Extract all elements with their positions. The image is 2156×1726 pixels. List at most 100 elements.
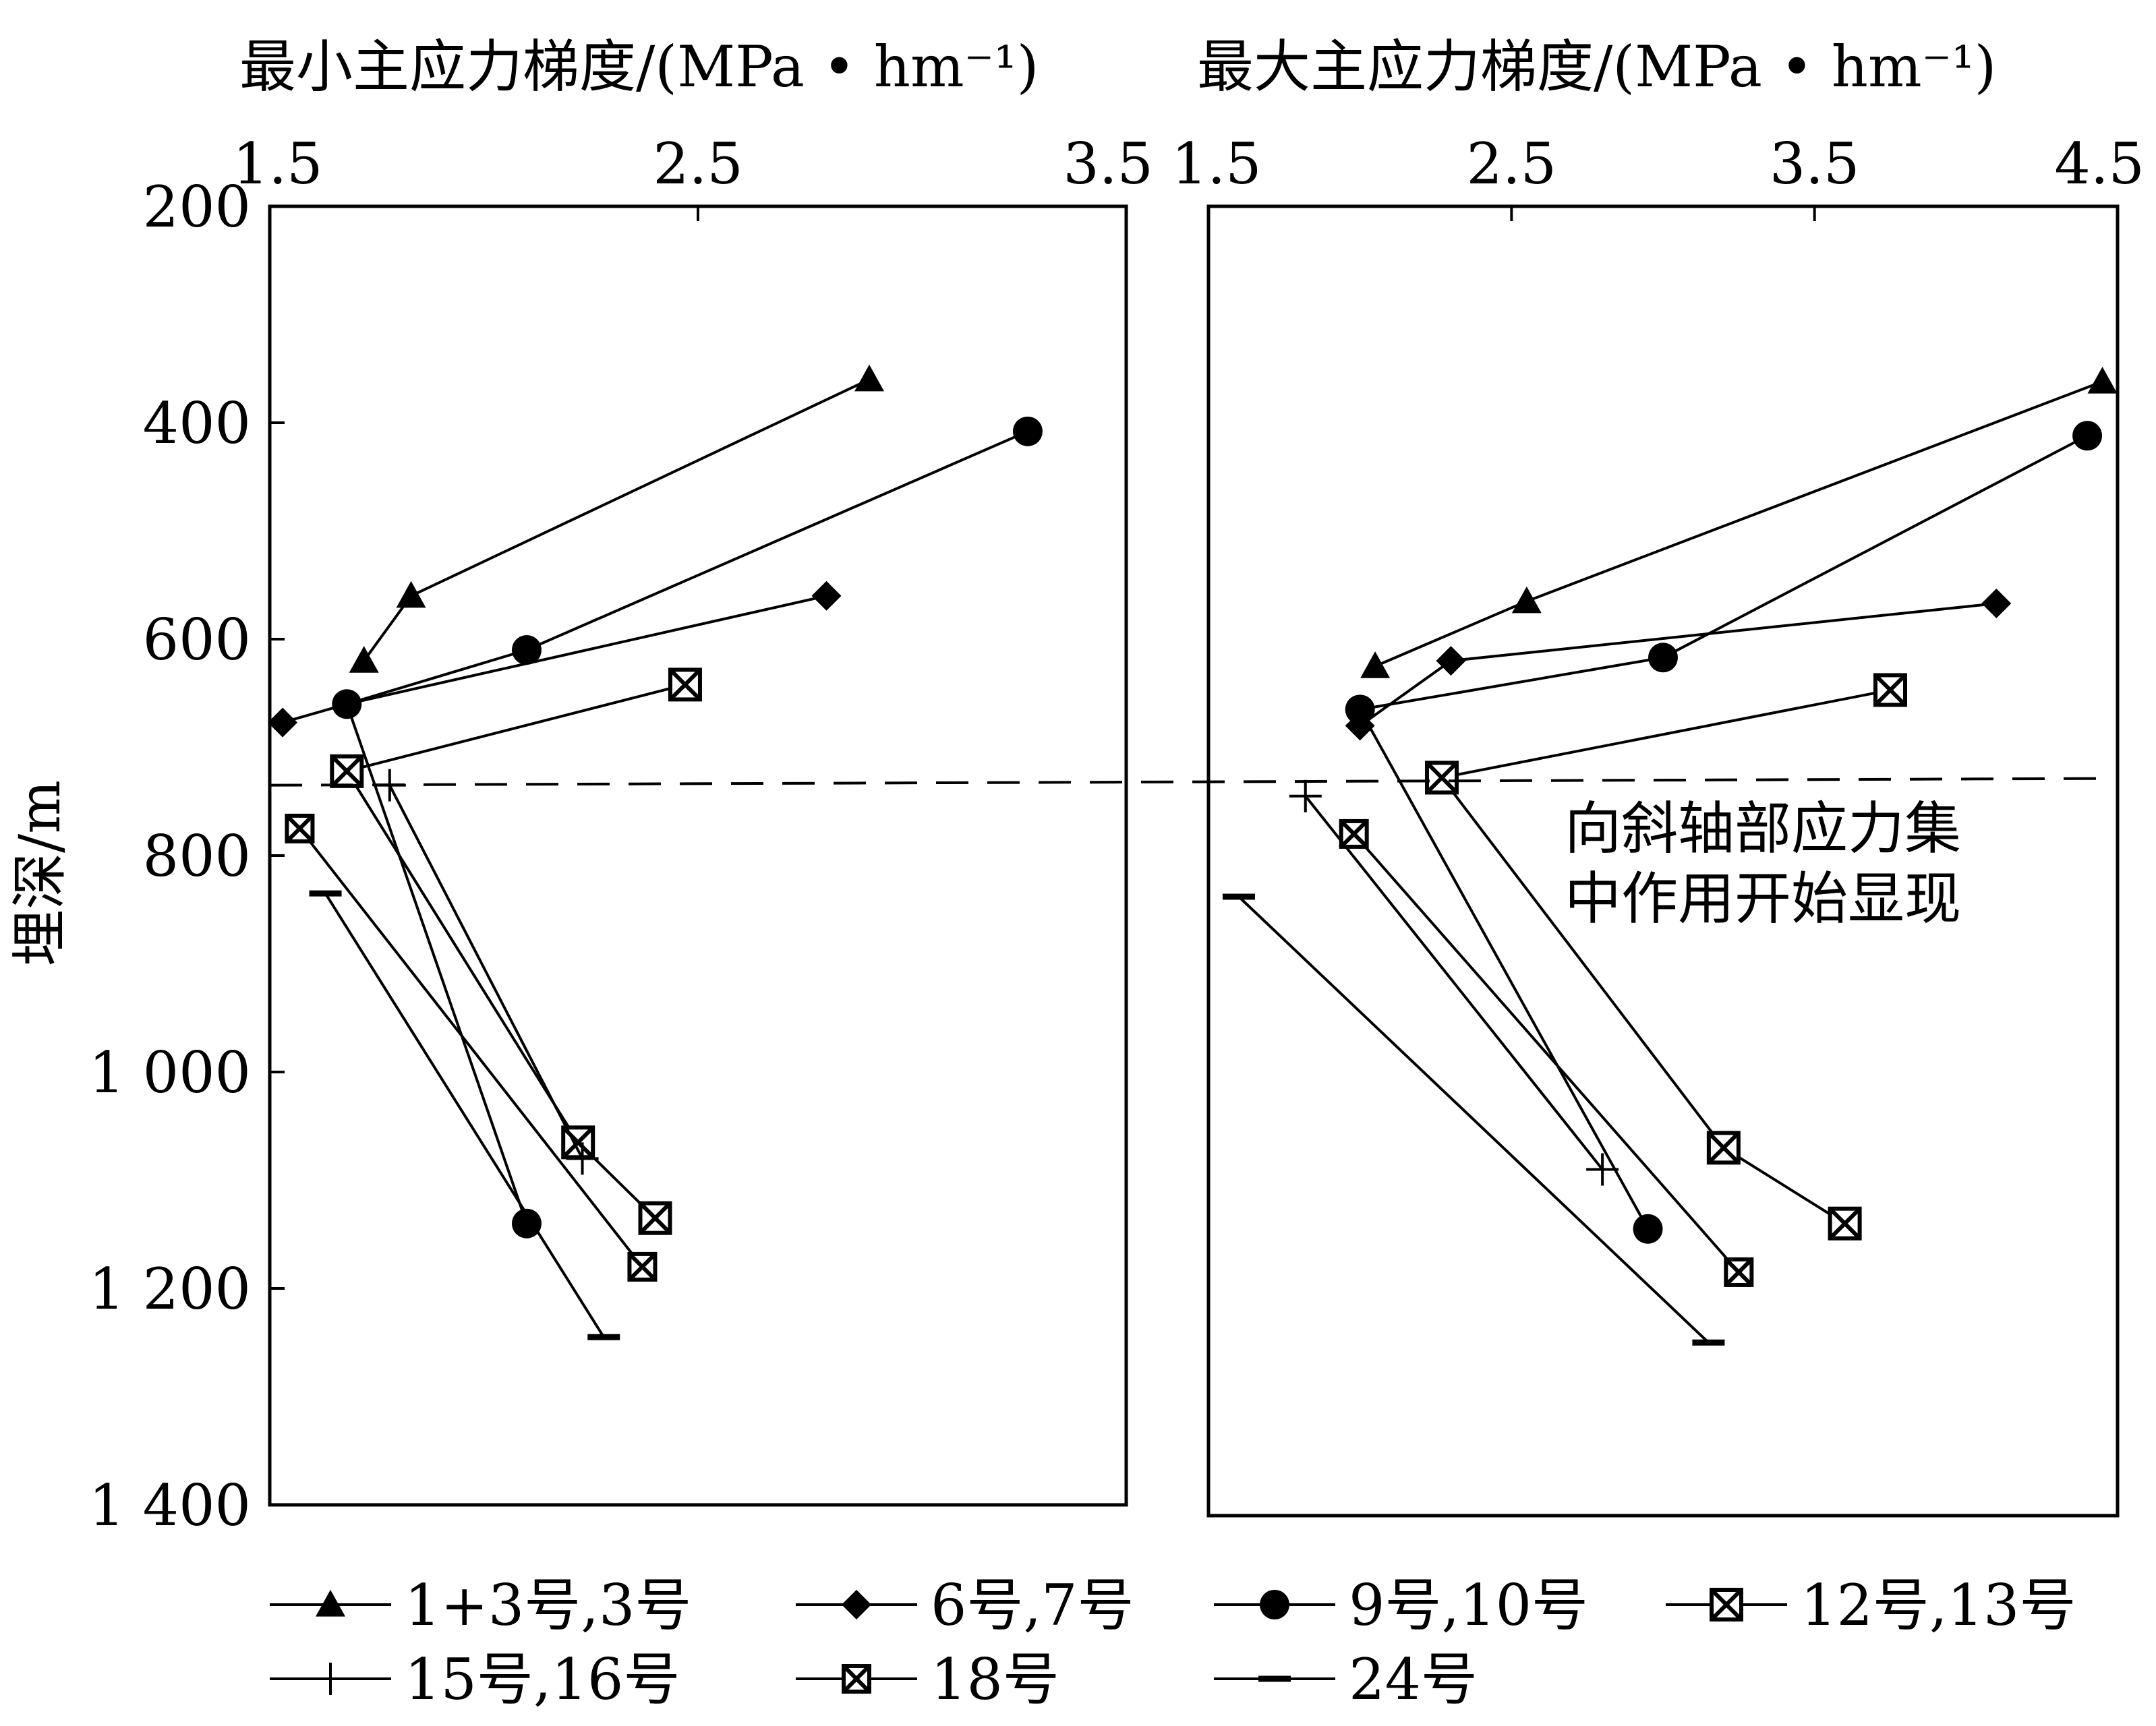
legend-item-24号: 24号: [1214, 1646, 1478, 1713]
legend-item-9号-10号: 9号,10号: [1214, 1572, 1588, 1638]
panel-1-series-15号-16号-line: [388, 784, 584, 1160]
panel-2-series-9号-10号-point-0: [1633, 1214, 1663, 1244]
legend-label-1: 6号,7号: [931, 1572, 1134, 1638]
panel-2-series-12号-13号: [1424, 673, 1907, 1241]
panel-1-series-1-3号-3号: [349, 364, 884, 673]
legend-marker-5-x2: [842, 1664, 871, 1694]
legend-label-2: 9号,10号: [1349, 1572, 1588, 1638]
panel-1-series-9号-10号: [332, 416, 1043, 1239]
panel-2: 1.5 2.5 3.5 4.5: [1171, 131, 2145, 1518]
panel-1-series-24号-line: [324, 893, 605, 1338]
panel-2-series-1-3号-3号-point-0: [1360, 651, 1391, 678]
panel-1: 1.5 2.5 3.5: [233, 131, 1153, 1507]
legend-item-12号-13号: 12号,13号: [1666, 1572, 2076, 1638]
left-panel-title: 最小主应力梯度/(MPa • hm⁻¹): [239, 34, 1039, 100]
panel-2-series-15号-16号-line: [1304, 795, 1604, 1170]
panel-2-series-12号-13号-point-3: [1873, 673, 1907, 707]
panel-1-series-12号-13号: [330, 667, 702, 1235]
panel-2-series-18号: [1339, 819, 1754, 1287]
panel-2-series-9号-10号-point-1: [1345, 694, 1375, 725]
legend-marker-5: [842, 1664, 871, 1694]
panel-2-series-12号-13号-point-0: [1828, 1206, 1862, 1241]
panel-1-series-12号-13号-point-2-x2: [330, 754, 363, 787]
panel-1-series-18号-point-1: [627, 1251, 658, 1282]
panel-2-series-1-3号-3号-point-2: [2087, 367, 2118, 394]
legend-marker-3: [1710, 1588, 1743, 1621]
panel-2-series-1-3号-3号: [1360, 367, 2118, 678]
panel-2-series-12号-13号-point-0-x2: [1828, 1207, 1861, 1240]
panel-1-series-1-3号-3号-point-0: [349, 646, 379, 673]
y-tick-label-3: 800: [143, 823, 251, 889]
panel-1-xtick-label-1: 2.5: [653, 131, 743, 197]
panel-1-series-9号-10号-point-3: [1012, 416, 1043, 446]
panel-2-series-12号-13号-point-3-x2: [1873, 674, 1907, 707]
legend-marker-3-x2: [1710, 1588, 1743, 1621]
panel-2-series-15号-16号-point-1: [1586, 1153, 1619, 1186]
panel-1-series-18号-point-1-x2: [628, 1252, 657, 1282]
panel-1-series-12号-13号-point-3: [668, 667, 702, 702]
panel-2-series-9号-10号-point-2: [1648, 643, 1678, 673]
panel-2-series-18号-point-1-x2: [1724, 1257, 1753, 1287]
panel-1-series-1-3号-3号-point-1: [396, 581, 426, 608]
panel-2-series-24号-line: [1237, 895, 1710, 1344]
legend-marker-4: [314, 1663, 347, 1695]
panel-2-series-24号: [1222, 893, 1725, 1346]
annotation-line-2: 中作用开始显现: [1565, 866, 1961, 932]
plot-panels: 1.5 2.5 3.5 1.5 2.5 3.5 4.5: [233, 131, 2145, 1518]
panel-1-series-12号-13号-point-3-x2: [668, 668, 702, 701]
panel-1-series-9号-10号-point-1: [332, 689, 362, 719]
panel-2-series-12号-13号-point-2-x2: [1425, 761, 1459, 794]
legend-item-18号: 18号: [796, 1646, 1059, 1713]
panel-1-series-12号-13号-point-0-x2: [639, 1201, 672, 1234]
panel-1-series-9号-10号-point-2: [512, 635, 542, 665]
panel-1-series-18号-point-0-x2: [285, 814, 314, 843]
panel-1-series-18号-line: [298, 827, 644, 1268]
panel-1-series-18号-point-0: [285, 813, 315, 843]
panel-2-series-12号-13号-point-1: [1706, 1131, 1741, 1165]
legend-marker-1: [842, 1590, 871, 1619]
legend-marker-0: [316, 1590, 345, 1617]
panel-1-series-18号: [285, 813, 658, 1282]
right-panel-title: 最大主应力梯度/(MPa • hm⁻¹): [1197, 34, 1996, 100]
panel-1-series-15号-16号-point-1: [566, 1142, 599, 1175]
panel-2-series-12号-13号-point-1-x2: [1707, 1131, 1740, 1164]
panel-2-xtick-label-3: 4.5: [2054, 131, 2145, 197]
panel-2-frame: [1206, 204, 2120, 1518]
y-tick-label-1: 400: [143, 390, 251, 456]
panel-1-xtick-label-0: 1.5: [233, 131, 323, 197]
panel-2-series-18号-point-0: [1339, 819, 1369, 849]
panel-1-series-12号-13号-point-1-x2: [562, 1126, 595, 1159]
legend-label-3: 12号,13号: [1801, 1572, 2076, 1638]
panel-1-series-12号-13号-line: [345, 683, 686, 1220]
panel-2-series-18号-point-1: [1724, 1257, 1754, 1287]
panel-2-series-1-3号-3号-point-1: [1511, 586, 1542, 614]
y-tick-label-5: 1 200: [89, 1256, 251, 1322]
legend: 1+3号,3号 6号,7号 9号,10号 12号,13号 15号,16号 18号 24号: [270, 1572, 2076, 1713]
y-tick-label-2: 600: [143, 607, 251, 673]
y-axis-ticks: 200 400 600 800 1 000 1 200 1 400: [89, 174, 285, 1539]
legend-label-5: 18号: [931, 1646, 1059, 1713]
legend-marker-2: [1260, 1590, 1289, 1619]
panel-2-series-12号-13号-point-2: [1424, 761, 1459, 795]
panel-1-series-12号-13号-point-2: [330, 754, 364, 788]
legend-item-6号-7号: 6号,7号: [796, 1572, 1134, 1638]
legend-item-15号-16号: 15号,16号: [270, 1646, 680, 1713]
panel-2-series-12号-13号-line: [1439, 688, 1891, 1225]
legend-label-0: 1+3号,3号: [405, 1572, 691, 1638]
annotation-line-1: 向斜轴部应力集: [1565, 796, 1961, 862]
panel-1-series-12号-13号-point-0: [638, 1201, 672, 1235]
panel-2-series-6号-7号-point-1: [1436, 646, 1466, 676]
panel-1-xtick-label-2: 3.5: [1063, 131, 1153, 197]
legend-item-1-3号-3号: 1+3号,3号: [270, 1572, 691, 1638]
legend-label-6: 24号: [1349, 1646, 1478, 1713]
panel-1-series-9号-10号-line: [345, 430, 1028, 1224]
panel-2-series-9号-10号: [1345, 421, 2103, 1244]
y-tick-label-4: 1 000: [89, 1040, 251, 1106]
panel-2-series-9号-10号-line: [1358, 434, 2088, 1230]
legend-label-4: 15号,16号: [405, 1646, 680, 1713]
panel-1-series-6号-7号-point-2: [811, 581, 842, 611]
panel-1-series-1-3号-3号-point-2: [854, 364, 884, 392]
panel-2-series-6号-7号-point-2: [1981, 589, 2012, 619]
panel-2-xtick-label-1: 2.5: [1467, 131, 1557, 197]
